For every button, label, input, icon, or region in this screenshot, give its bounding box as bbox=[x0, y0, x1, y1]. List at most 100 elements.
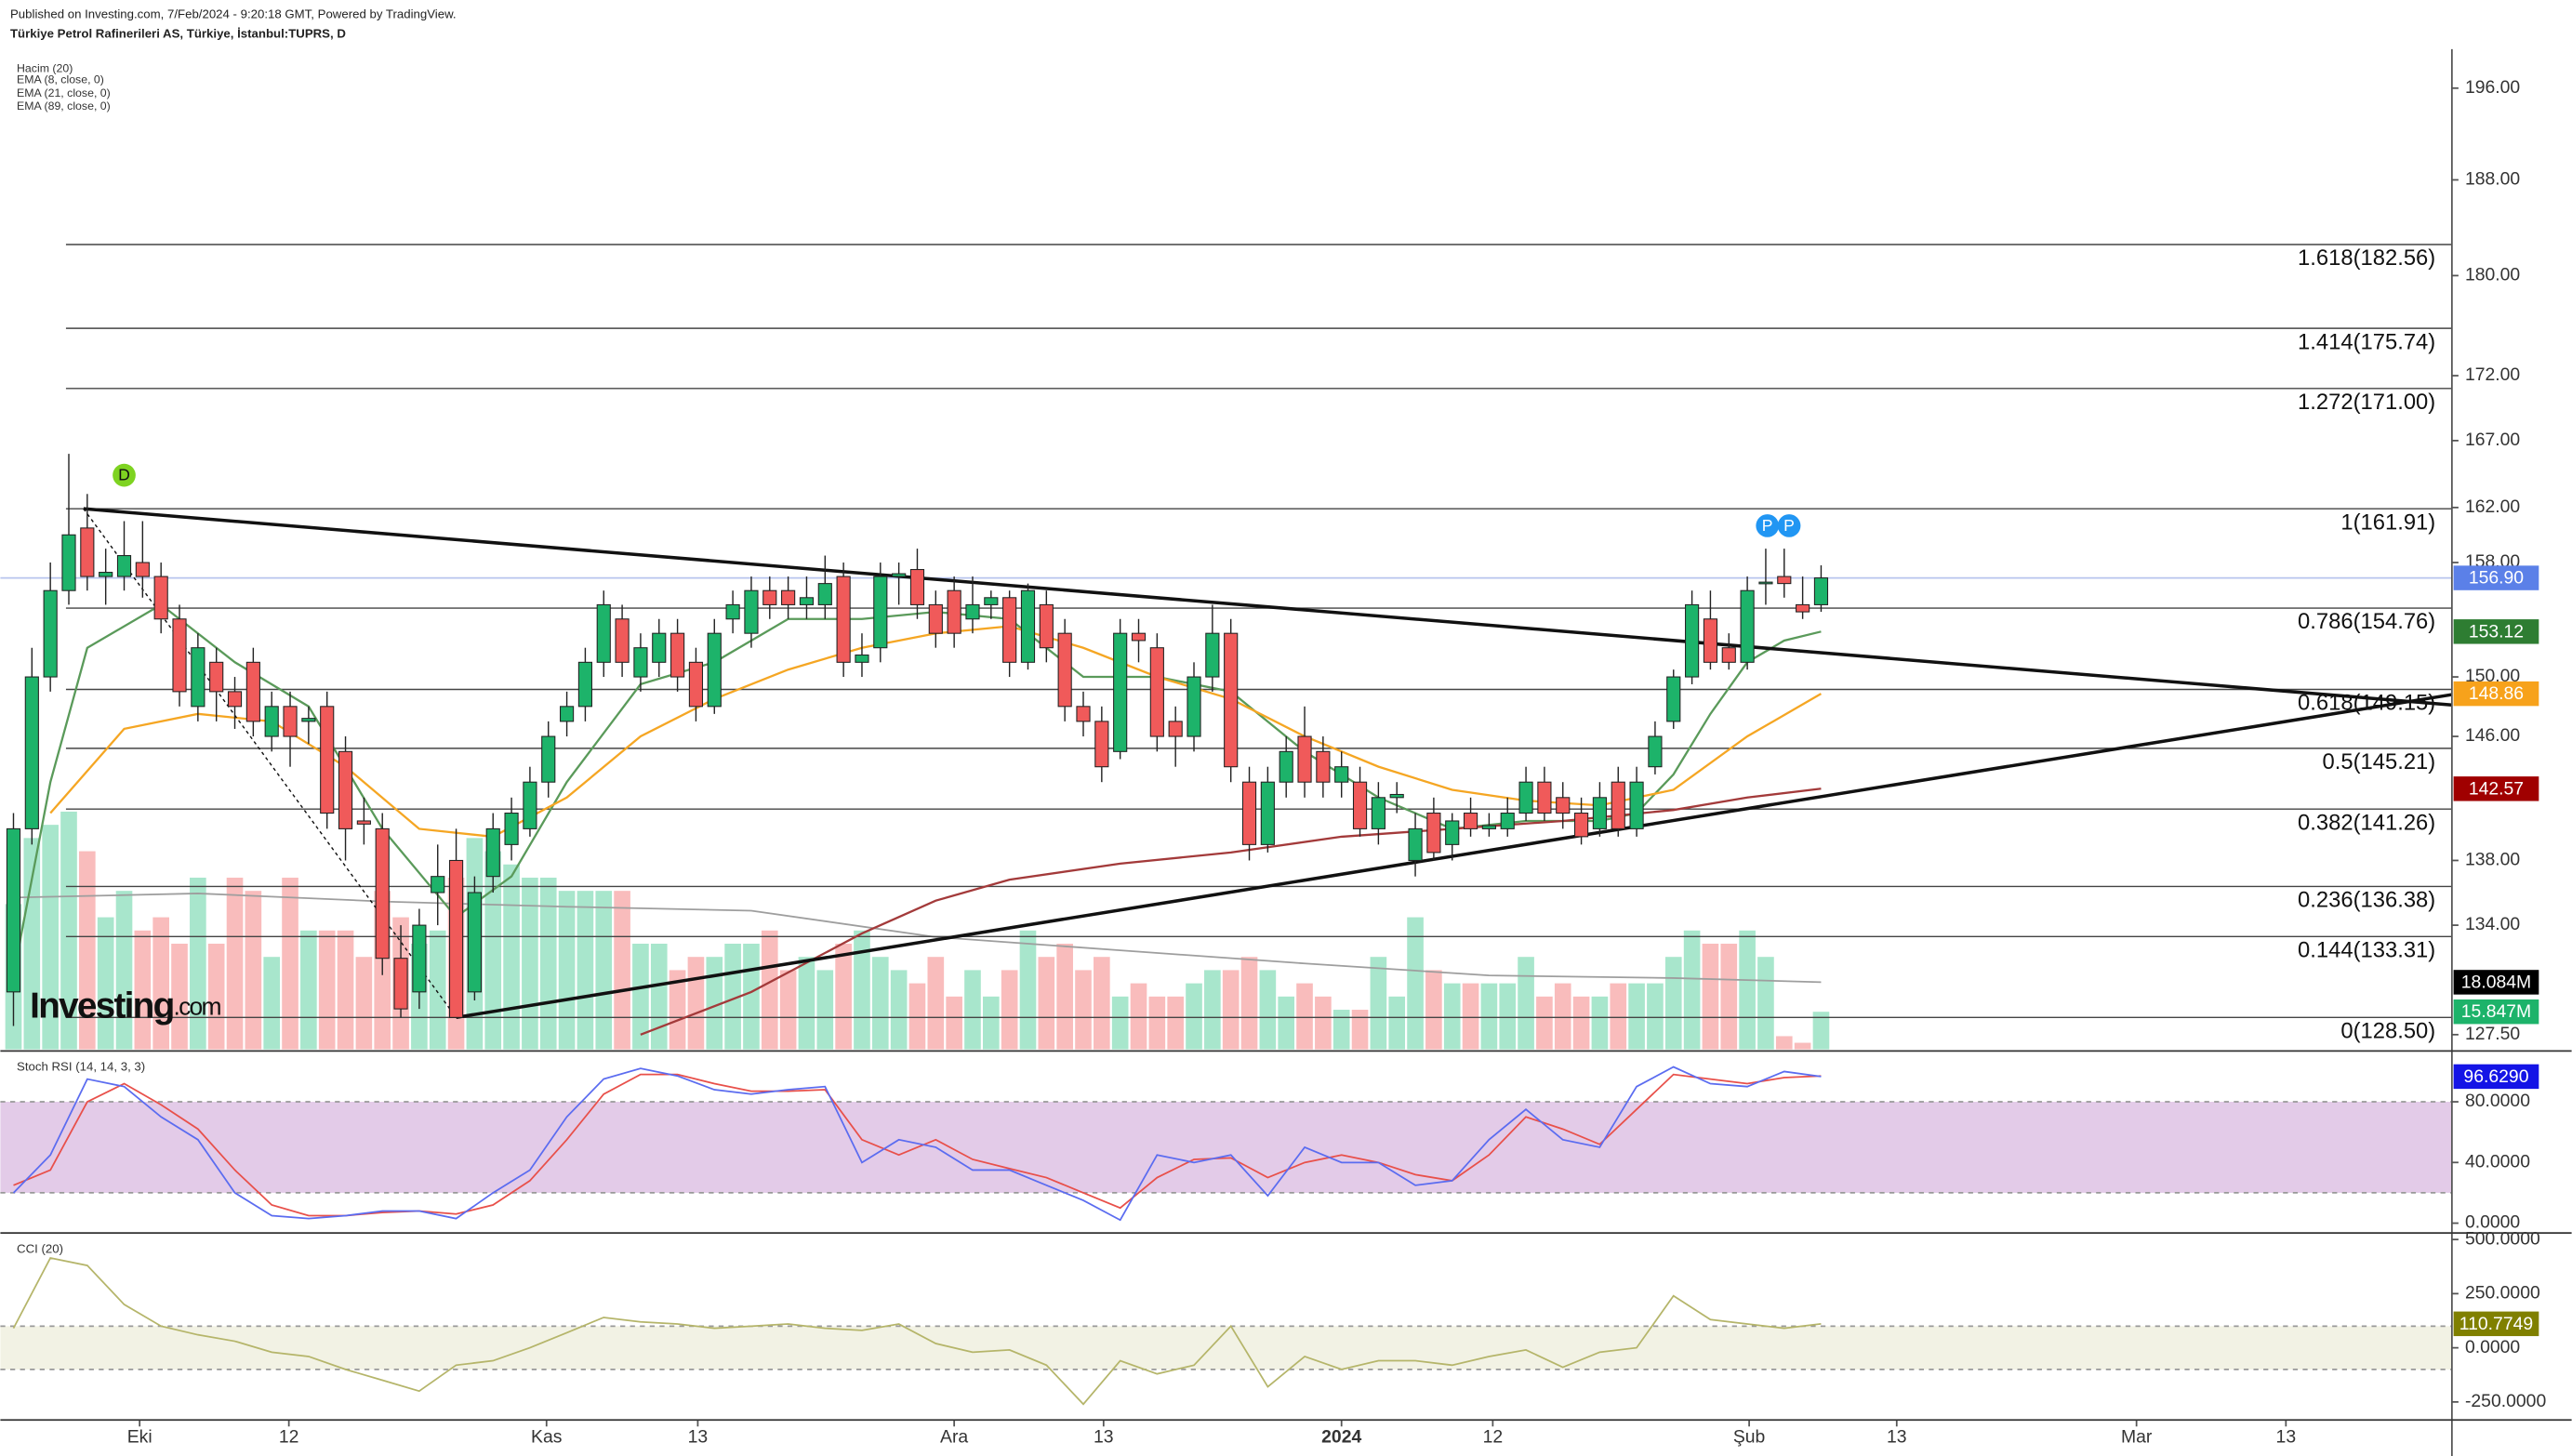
volume-bar bbox=[1278, 996, 1295, 1050]
marker bbox=[1777, 514, 1801, 537]
legend-ema: EMA (8, close, 0) bbox=[17, 73, 104, 86]
candle-body bbox=[1463, 813, 1478, 829]
volume-bar bbox=[1370, 957, 1387, 1050]
fib-label: 1.618(182.56) bbox=[2298, 245, 2435, 271]
price-tag-label: 148.86 bbox=[2469, 683, 2524, 704]
y-tick-label: -250.0000 bbox=[2465, 1391, 2546, 1411]
volume-bar bbox=[1757, 957, 1774, 1050]
volume-bar bbox=[1812, 1012, 1830, 1050]
volume-bar bbox=[798, 957, 815, 1050]
volume-bar bbox=[854, 930, 870, 1050]
candle-body bbox=[1500, 813, 1515, 829]
volume-bar bbox=[1443, 983, 1461, 1050]
candle-body bbox=[707, 632, 722, 708]
volume-bar bbox=[300, 930, 317, 1050]
candle-body bbox=[781, 589, 796, 605]
candle-body bbox=[817, 583, 832, 605]
price-tag-label: 18.084M bbox=[2461, 972, 2531, 992]
candle-body bbox=[947, 589, 961, 634]
volume-bar bbox=[1332, 1010, 1350, 1050]
candle-body bbox=[965, 603, 980, 620]
candle-body bbox=[596, 603, 611, 663]
volume-bar bbox=[1351, 1010, 1369, 1050]
volume-bar bbox=[337, 930, 354, 1050]
y-tick-label: 0.0000 bbox=[2465, 1212, 2520, 1233]
candle-body bbox=[1537, 781, 1552, 814]
volume-bar bbox=[97, 917, 114, 1050]
candle-body bbox=[1371, 797, 1385, 829]
volume-bar bbox=[1610, 983, 1627, 1050]
candle-body bbox=[541, 735, 556, 783]
candle-body bbox=[1057, 632, 1072, 708]
candle-body bbox=[99, 572, 113, 577]
fib-label: 1.414(175.74) bbox=[2298, 329, 2435, 354]
candle-body bbox=[1721, 647, 1736, 663]
volume-bar bbox=[1775, 1036, 1793, 1050]
candle-body bbox=[559, 706, 575, 722]
fib-label: 0.236(136.38) bbox=[2298, 888, 2435, 913]
price-tag-label: 156.90 bbox=[2469, 568, 2524, 589]
x-tick-label: 2024 bbox=[1321, 1427, 1361, 1448]
volume-bar bbox=[245, 891, 262, 1050]
candle-body bbox=[688, 661, 704, 708]
x-tick-label: Şub bbox=[1733, 1427, 1765, 1448]
candle-body bbox=[1020, 589, 1036, 663]
volume-bar bbox=[871, 957, 889, 1050]
volume-bar bbox=[1720, 944, 1738, 1050]
candle-body bbox=[1648, 735, 1663, 768]
fib-label: 0.144(133.31) bbox=[2298, 937, 2435, 962]
trendline bbox=[83, 508, 457, 1018]
y-tick-label: 162.00 bbox=[2465, 496, 2520, 517]
y-tick-label: 180.00 bbox=[2465, 265, 2520, 285]
chart-title: Türkiye Petrol Rafinerileri AS, Türkiye,… bbox=[10, 27, 346, 41]
candle-body bbox=[393, 958, 408, 1010]
price-tag bbox=[2453, 1311, 2539, 1337]
volume-bar bbox=[190, 877, 206, 1050]
candle-body bbox=[1389, 793, 1404, 799]
candle-body bbox=[283, 706, 298, 737]
legend-ema: EMA (89, close, 0) bbox=[17, 99, 111, 113]
candle-body bbox=[1094, 721, 1109, 768]
volume-bar bbox=[614, 891, 630, 1050]
legend-ema: EMA (21, close, 0) bbox=[17, 86, 111, 99]
y-tick-label: 0.0000 bbox=[2465, 1337, 2520, 1357]
marker-label: D bbox=[118, 466, 130, 484]
volume-bar bbox=[761, 930, 778, 1050]
candle-body bbox=[1260, 781, 1275, 845]
volume-bar bbox=[1148, 996, 1166, 1050]
published-note: Published on Investing.com, 7/Feb/2024 -… bbox=[10, 7, 457, 20]
candle-body bbox=[1076, 706, 1091, 722]
x-tick-label: Kas bbox=[531, 1427, 562, 1448]
volume-bar bbox=[1296, 983, 1313, 1050]
fib-label: 0.5(145.21) bbox=[2323, 749, 2436, 774]
candle-body bbox=[892, 573, 907, 577]
volume-bar bbox=[908, 983, 926, 1050]
volume-bar bbox=[964, 970, 981, 1050]
volume-bar bbox=[1240, 957, 1258, 1050]
volume-bar bbox=[1425, 970, 1442, 1050]
volume-bar bbox=[1315, 996, 1332, 1050]
plot: 196.00188.00180.00172.00167.00162.00158.… bbox=[0, 77, 2546, 1448]
marker bbox=[113, 463, 136, 487]
y-tick-label: 167.00 bbox=[2465, 430, 2520, 450]
volume-bar bbox=[1794, 1042, 1811, 1050]
volume-bar bbox=[1111, 996, 1129, 1050]
volume-bar bbox=[1591, 996, 1609, 1050]
x-tick-label: 13 bbox=[688, 1427, 709, 1448]
candle-body bbox=[1813, 577, 1829, 605]
candle-body bbox=[1187, 676, 1201, 737]
candle-body bbox=[855, 654, 869, 663]
candle-body bbox=[338, 750, 353, 829]
volume-bar bbox=[669, 970, 686, 1050]
candle-body bbox=[744, 589, 759, 634]
candle-body bbox=[1241, 781, 1257, 845]
volume-bar bbox=[1001, 970, 1018, 1050]
volume-bar bbox=[1130, 983, 1147, 1050]
volume-bar bbox=[318, 930, 336, 1050]
cci-line bbox=[12, 1256, 1822, 1406]
candle-body bbox=[1149, 647, 1164, 737]
volume-bar bbox=[1628, 983, 1645, 1050]
candle-body bbox=[577, 661, 593, 708]
candle-body bbox=[633, 647, 648, 678]
price-tag-label: 142.57 bbox=[2469, 778, 2524, 799]
